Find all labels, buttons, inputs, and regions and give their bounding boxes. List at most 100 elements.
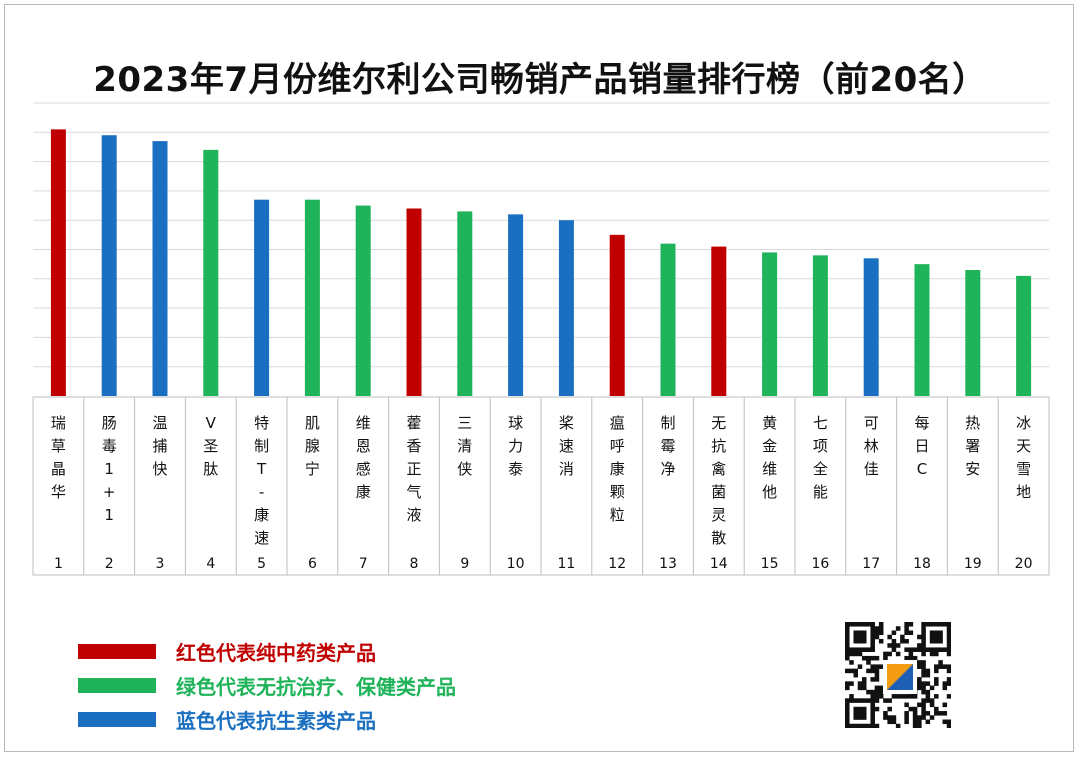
qr-module	[874, 698, 880, 703]
qr-module	[870, 719, 875, 725]
qr-module	[883, 698, 888, 703]
qr-module	[861, 634, 867, 640]
qr-module	[853, 651, 859, 657]
qr-module	[917, 643, 922, 648]
category-label-4: V 圣肽	[203, 414, 218, 478]
rank-label-8: 8	[410, 556, 419, 572]
qr-module	[908, 694, 914, 699]
qr-module	[853, 706, 859, 712]
qr-module	[857, 685, 863, 691]
bar-11	[558, 220, 574, 396]
legend-item-red: 红色代表纯中药类产品	[78, 634, 456, 668]
qr-module	[870, 698, 875, 703]
qr-module	[857, 622, 863, 627]
qr-module	[870, 664, 875, 669]
qr-module	[861, 638, 867, 644]
qr-module	[934, 647, 939, 652]
legend-swatch-green	[78, 677, 156, 693]
qr-module	[912, 706, 918, 712]
rank-label-17: 17	[862, 556, 880, 572]
qr-module	[921, 711, 926, 716]
qr-module	[934, 622, 939, 627]
qr-module	[853, 723, 859, 729]
qr-module	[866, 622, 871, 627]
qr-module	[921, 668, 926, 674]
qr-module	[900, 694, 905, 699]
qr-module	[917, 719, 922, 725]
qr-module	[946, 668, 952, 674]
qr-module	[878, 638, 884, 644]
qr-module	[857, 638, 863, 644]
qr-module	[921, 689, 926, 695]
rank-label-3: 3	[156, 556, 165, 572]
legend-label-red: 红色代表纯中药类产品	[176, 640, 376, 665]
qr-module	[934, 638, 939, 644]
qr-module	[904, 655, 909, 661]
qr-module	[870, 702, 875, 708]
qr-module	[849, 651, 854, 657]
qr-module	[934, 664, 939, 669]
qr-module	[870, 626, 875, 631]
rank-label-9: 9	[460, 556, 469, 572]
qr-module	[934, 651, 939, 657]
rank-label-2: 2	[105, 556, 114, 572]
qr-module	[853, 638, 859, 644]
legend-item-blue: 蓝色代表抗生素类产品	[78, 702, 456, 736]
qr-module	[934, 681, 939, 686]
qr-module	[870, 694, 875, 699]
qr-module	[874, 626, 880, 631]
category-label-14: 无抗禽菌灵散	[711, 414, 726, 547]
qr-module	[917, 715, 922, 720]
qr-module	[929, 702, 935, 708]
qr-module	[870, 647, 875, 652]
qr-module	[874, 672, 880, 678]
qr-module	[929, 647, 935, 652]
qr-module	[942, 664, 948, 669]
qr-module	[849, 698, 854, 703]
qr-module	[908, 622, 914, 627]
qr-module	[917, 634, 922, 640]
bar-10	[508, 214, 524, 396]
category-label-1: 瑞草晶华	[51, 414, 66, 501]
qr-module	[861, 715, 867, 720]
qr-module	[934, 694, 939, 699]
qr-module	[870, 655, 875, 661]
qr-module	[857, 711, 863, 716]
qr-module	[857, 715, 863, 720]
qr-module	[870, 706, 875, 712]
qr-module	[904, 711, 909, 716]
qr-module	[853, 634, 859, 640]
qr-module	[942, 711, 948, 716]
qr-code-icon	[845, 622, 952, 729]
rank-label-20: 20	[1015, 556, 1033, 572]
qr-module	[934, 677, 939, 682]
qr-module	[925, 719, 931, 725]
qr-module	[861, 681, 867, 686]
qr-module	[934, 668, 939, 674]
qr-module	[874, 668, 880, 674]
qr-module	[921, 715, 926, 720]
qr-module	[904, 630, 909, 636]
qr-module	[870, 723, 875, 729]
bar-13	[660, 243, 676, 396]
qr-module	[857, 723, 863, 729]
qr-module	[942, 647, 948, 652]
qr-module	[900, 638, 905, 644]
qr-module	[929, 634, 935, 640]
qr-module	[929, 651, 935, 657]
qr-module	[866, 689, 871, 695]
qr-module	[845, 622, 850, 627]
qr-module	[942, 622, 948, 627]
qr-module	[921, 660, 926, 665]
qr-module	[845, 681, 850, 686]
qr-module	[845, 715, 850, 720]
qr-module	[934, 706, 939, 712]
qr-module	[874, 723, 880, 729]
qr-module	[946, 694, 952, 699]
legend-swatch-blue	[78, 711, 156, 727]
qr-module	[912, 694, 918, 699]
qr-module	[904, 638, 909, 644]
brand-logo-icon	[883, 660, 917, 694]
bar-12	[609, 234, 625, 396]
